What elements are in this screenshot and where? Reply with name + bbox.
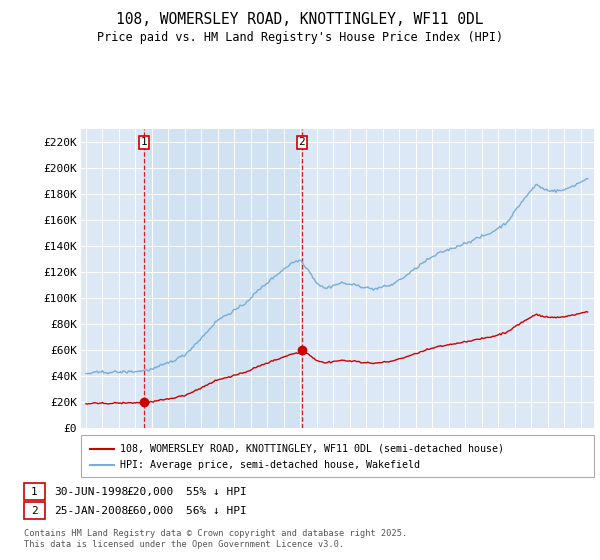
Text: 108, WOMERSLEY ROAD, KNOTTINGLEY, WF11 0DL (semi-detached house): 108, WOMERSLEY ROAD, KNOTTINGLEY, WF11 0… [120, 444, 504, 454]
Text: 108, WOMERSLEY ROAD, KNOTTINGLEY, WF11 0DL: 108, WOMERSLEY ROAD, KNOTTINGLEY, WF11 0… [116, 12, 484, 27]
Text: Price paid vs. HM Land Registry's House Price Index (HPI): Price paid vs. HM Land Registry's House … [97, 31, 503, 44]
Text: 1: 1 [140, 137, 147, 147]
Text: 2: 2 [298, 137, 305, 147]
Text: 30-JUN-1998: 30-JUN-1998 [54, 487, 128, 497]
Text: Contains HM Land Registry data © Crown copyright and database right 2025.
This d: Contains HM Land Registry data © Crown c… [24, 529, 407, 549]
Text: 56% ↓ HPI: 56% ↓ HPI [186, 506, 247, 516]
Bar [143, 129, 302, 428]
Text: £60,000: £60,000 [126, 506, 173, 516]
Text: £20,000: £20,000 [126, 487, 173, 497]
Text: 1: 1 [31, 487, 38, 497]
Text: 55% ↓ HPI: 55% ↓ HPI [186, 487, 247, 497]
Text: 25-JAN-2008: 25-JAN-2008 [54, 506, 128, 516]
Text: HPI: Average price, semi-detached house, Wakefield: HPI: Average price, semi-detached house,… [120, 460, 420, 470]
Text: 2: 2 [31, 506, 38, 516]
